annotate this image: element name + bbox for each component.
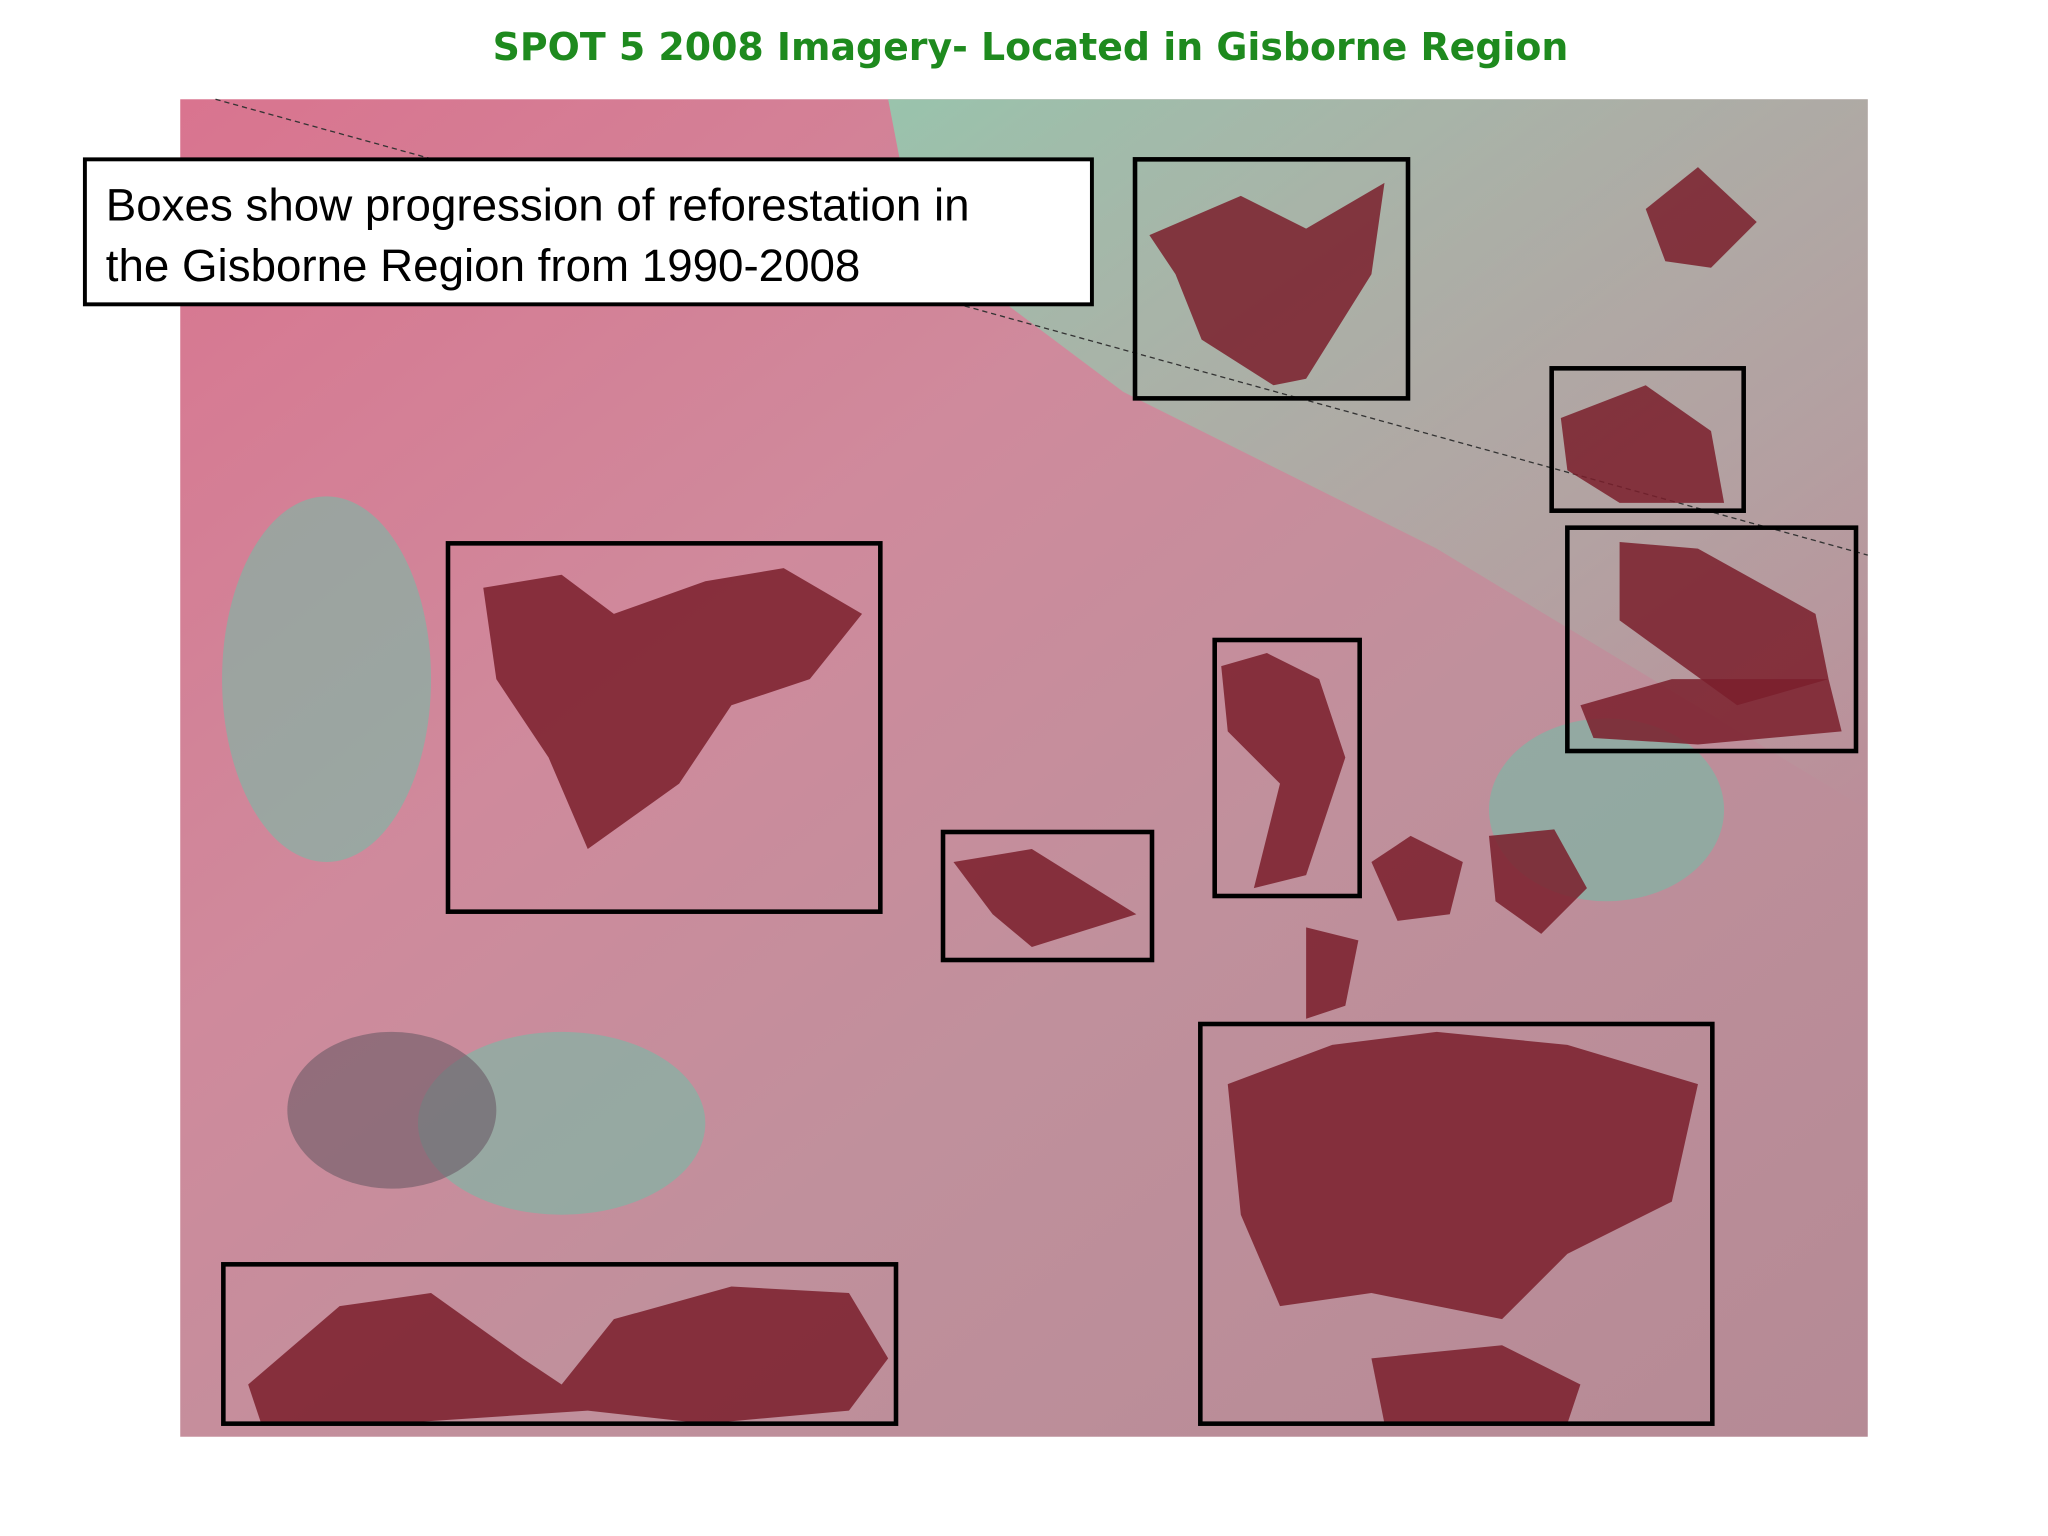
slide-title: SPOT 5 2008 Imagery- Located in Gisborne…	[493, 25, 1569, 69]
annotation-line: the Gisborne Region from 1990-2008	[106, 240, 861, 291]
region-boxes	[221, 157, 1859, 1426]
annotation-line: Boxes show progression of reforestation …	[106, 180, 970, 231]
satellite-image	[180, 98, 1868, 1437]
annotation-box: Boxes show progression of reforestation …	[82, 157, 1094, 307]
